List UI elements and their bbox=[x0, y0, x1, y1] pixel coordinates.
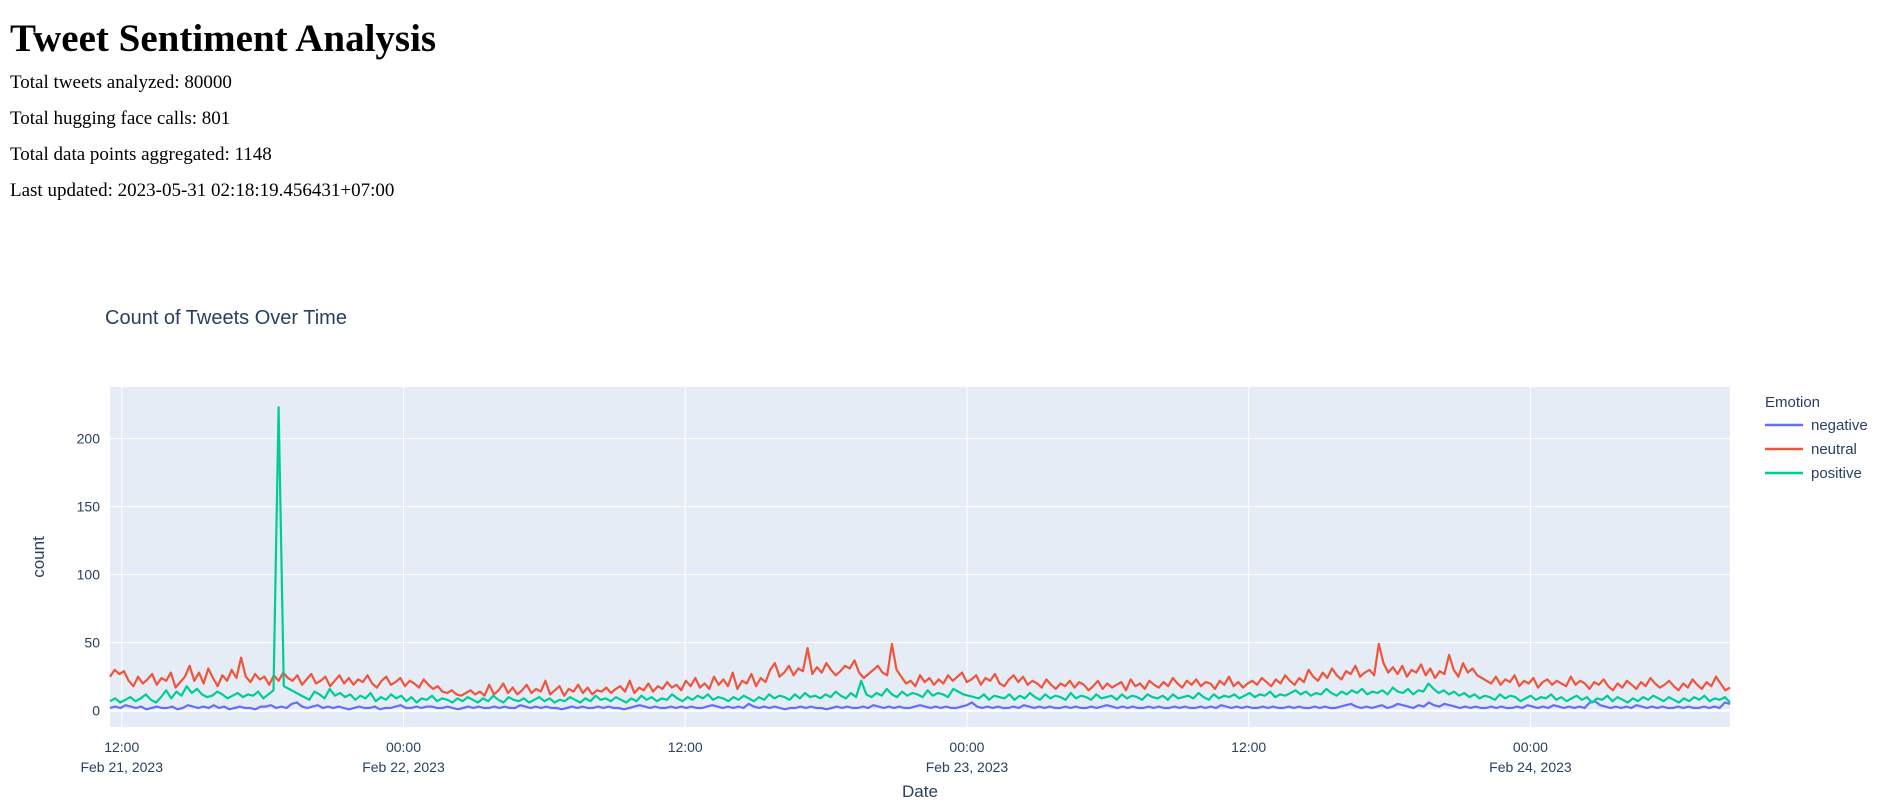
series-line-negative[interactable] bbox=[109, 700, 1731, 711]
x-tick-date: Feb 24, 2023 bbox=[1489, 759, 1572, 775]
x-tick-date: Feb 21, 2023 bbox=[80, 759, 163, 775]
series-lines bbox=[109, 406, 1731, 711]
y-tick-label: 200 bbox=[77, 431, 101, 447]
page-header: Tweet Sentiment Analysis Total tweets an… bbox=[10, 0, 437, 201]
x-tick-label: 00:00 bbox=[386, 739, 421, 755]
grid-lines bbox=[110, 387, 1730, 727]
stat-hugging-face-calls: Total hugging face calls: 801 bbox=[10, 108, 231, 129]
series-line-neutral[interactable] bbox=[109, 642, 1731, 697]
x-axis-label: Date bbox=[902, 782, 938, 801]
x-tick-label: 12:00 bbox=[104, 739, 139, 755]
y-axis-ticks: 0 50 100 150 200 bbox=[77, 431, 101, 719]
page-title: Tweet Sentiment Analysis bbox=[10, 17, 437, 60]
stat-total-tweets: Total tweets analyzed: 80000 bbox=[10, 72, 232, 93]
x-tick-label: 00:00 bbox=[1513, 739, 1548, 755]
legend-label-neutral[interactable]: neutral bbox=[1811, 441, 1857, 458]
x-axis-ticks: 12:00 Feb 21, 2023 00:00 Feb 22, 2023 12:00 0… bbox=[80, 739, 1571, 775]
y-axis-label: count bbox=[29, 536, 48, 578]
stat-data-points: Total data points aggregated: 1148 bbox=[10, 144, 272, 165]
y-tick-label: 100 bbox=[77, 567, 101, 583]
y-tick-label: 150 bbox=[77, 499, 101, 515]
legend[interactable]: Emotion negative neutral positive bbox=[1765, 394, 1868, 482]
x-tick-date: Feb 22, 2023 bbox=[362, 759, 445, 775]
y-tick-label: 50 bbox=[84, 635, 100, 651]
legend-label-negative[interactable]: negative bbox=[1811, 417, 1868, 434]
stat-last-updated: Last updated: 2023-05-31 02:18:19.456431… bbox=[10, 180, 395, 201]
x-tick-label: 12:00 bbox=[1231, 739, 1266, 755]
x-tick-date: Feb 23, 2023 bbox=[926, 759, 1009, 775]
legend-title: Emotion bbox=[1765, 394, 1820, 411]
x-tick-label: 00:00 bbox=[949, 739, 984, 755]
x-tick-label: 12:00 bbox=[668, 739, 703, 755]
tweets-line-chart[interactable]: Count of Tweets Over Time 0 50 100 150 200 1… bbox=[0, 290, 1895, 803]
chart-title: Count of Tweets Over Time bbox=[105, 307, 347, 329]
series-line-positive[interactable] bbox=[109, 406, 1731, 704]
y-tick-label: 0 bbox=[92, 703, 100, 719]
legend-label-positive[interactable]: positive bbox=[1811, 465, 1862, 482]
